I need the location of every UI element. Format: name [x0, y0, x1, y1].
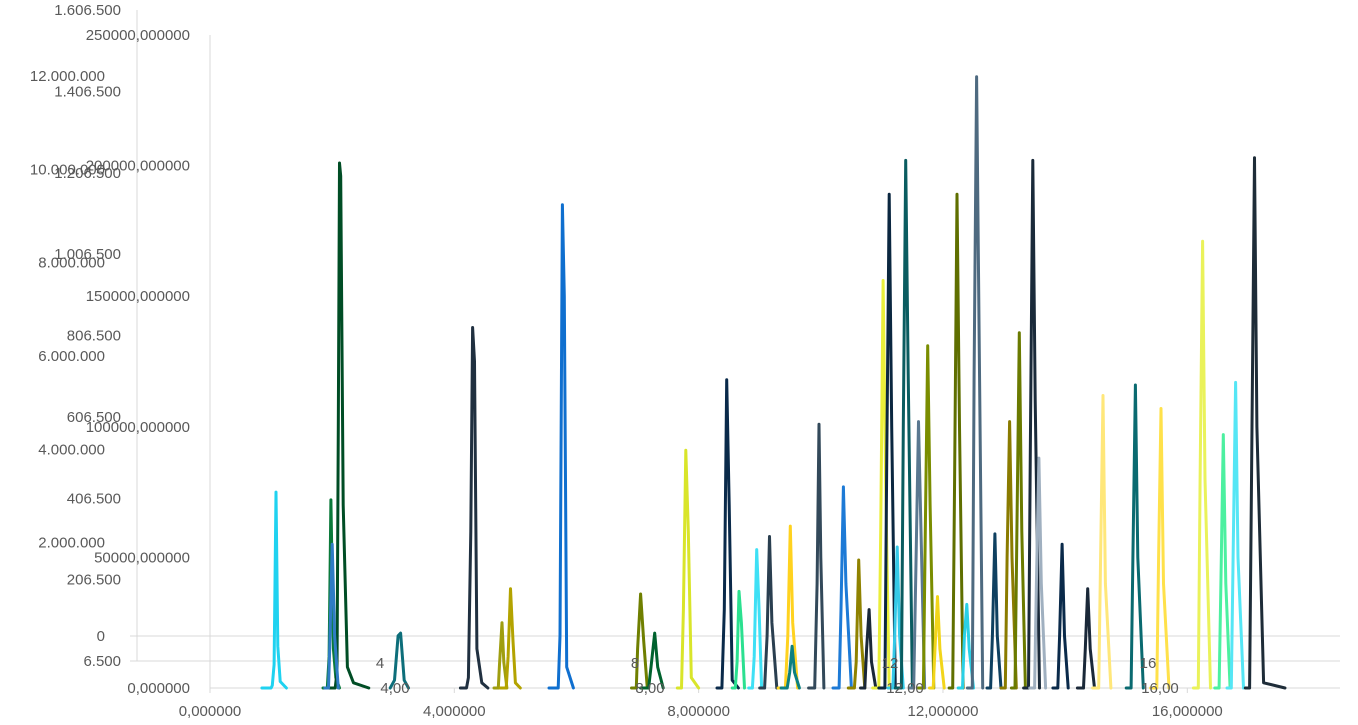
- overlay-b-y-tick-label: 606.500: [67, 409, 121, 426]
- series-line-21: [846, 558, 867, 690]
- series-line-37: [1028, 456, 1048, 690]
- overlay-a-y-tick-label: 10.000.000: [30, 161, 105, 178]
- series-line-14: [730, 589, 746, 690]
- series-line-7: [492, 621, 509, 690]
- y-tick-label: 0,000000: [127, 680, 190, 697]
- series-line-32: [965, 75, 985, 690]
- series-line-1: [260, 490, 288, 690]
- series-line-26: [893, 158, 914, 690]
- x-tick-label: 12,000000: [908, 703, 979, 720]
- series-line-24: [877, 192, 897, 690]
- overlay-a-y-tick-label: 6.000.000: [38, 348, 105, 365]
- series-line-39: [1075, 587, 1096, 690]
- y-tick-label: 150000,000000: [86, 288, 190, 305]
- series-line-19: [807, 422, 826, 690]
- overlay-a-y-tick-label: 2.000.000: [38, 535, 105, 552]
- series-line-43: [1191, 239, 1212, 690]
- series-line-22: [859, 608, 878, 690]
- y-tick-label: 100000,000000: [86, 419, 190, 436]
- series-line-20: [831, 485, 853, 690]
- overlay-a-x-tick-label: 8: [631, 655, 639, 672]
- x-tick-label: 0,000000: [179, 703, 242, 720]
- overlay-a-y-tick-label: 0: [97, 628, 105, 645]
- series-line-9: [547, 203, 575, 690]
- series-line-10: [630, 592, 649, 690]
- overlay-a-y-tick-label: 12.000.000: [30, 68, 105, 85]
- overlay-a-x-tick-label: 4: [376, 655, 384, 672]
- overlay-a-y-tick-label: 8.000.000: [38, 255, 105, 272]
- series-line-36: [1022, 158, 1041, 690]
- series-line-44: [1213, 433, 1232, 690]
- series-line-3: [324, 161, 371, 690]
- x-tick-label: 4,000000: [423, 703, 486, 720]
- overlay-b-y-tick-label: 6.500: [83, 653, 121, 670]
- overlay-b-x-tick-label: 4,00: [380, 680, 409, 697]
- series-line-28: [917, 344, 936, 690]
- series-line-34: [999, 420, 1018, 690]
- x-tick-label: 16,000000: [1152, 703, 1223, 720]
- x-tick-label: 8,000000: [667, 703, 730, 720]
- y-tick-label: 200000,000000: [86, 158, 190, 175]
- series-line-13: [715, 378, 740, 690]
- series-line-15: [747, 548, 764, 690]
- overlay-b-y-tick-label: 1.606.500: [54, 2, 121, 19]
- overlay-b-x-tick-label: 8,00: [635, 680, 664, 697]
- tick-labels: 0,000000 50000,000000 100000,000000 150000,…: [30, 2, 1223, 720]
- overlay-b-y-tick-label: 1.406.500: [54, 83, 121, 100]
- y-tick-label: 250000,000000: [86, 27, 190, 44]
- series-line-16: [758, 535, 779, 690]
- series-line-27: [907, 420, 927, 690]
- series-line-45: [1225, 380, 1245, 690]
- series-line-29: [928, 595, 946, 690]
- overlay-b-y-tick-label: 1.206.500: [54, 165, 121, 182]
- series-line-12: [675, 448, 701, 690]
- series-layer: [260, 75, 1287, 690]
- series-line-41: [1124, 383, 1145, 690]
- overlay-b-x-tick-label: 16,00: [1141, 680, 1179, 697]
- series-line-8: [498, 587, 522, 690]
- overlay-a-x-tick-label: 12: [882, 655, 899, 672]
- series-line-46: [1243, 156, 1287, 690]
- series-line-40: [1091, 394, 1113, 690]
- series-line-18: [779, 644, 801, 690]
- overlay-a-y-tick-label: 4.000.000: [38, 441, 105, 458]
- overlay-b-y-tick-label: 206.500: [67, 572, 121, 589]
- series-line-6: [458, 326, 490, 690]
- overlay-a-x-tick-label: 16: [1140, 655, 1157, 672]
- overlay-b-x-tick-label: 12,00: [886, 680, 924, 697]
- series-line-11: [639, 631, 665, 690]
- overlay-b-y-tick-label: 406.500: [67, 490, 121, 507]
- series-line-5: [388, 631, 410, 690]
- series-line-33: [985, 532, 1003, 690]
- series-line-30: [947, 192, 965, 690]
- series-line-42: [1149, 407, 1171, 690]
- overlay-b-y-tick-label: 1.006.500: [54, 246, 121, 263]
- overlay-b-y-tick-label: 806.500: [67, 328, 121, 345]
- series-line-38: [1051, 542, 1070, 690]
- series-line-31: [956, 602, 975, 690]
- series-line-35: [1009, 331, 1027, 690]
- series-line-4: [323, 542, 340, 690]
- y-tick-label: 50000,000000: [94, 549, 190, 566]
